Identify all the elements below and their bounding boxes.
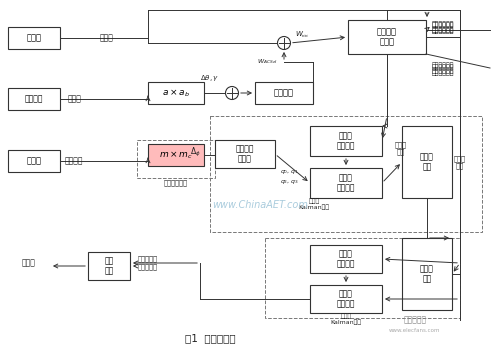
Text: $\Delta  \theta, \gamma$: $\Delta \theta, \gamma$ [200, 73, 219, 83]
Text: 加速度: 加速度 [68, 94, 82, 103]
Text: 校正后角速度
得到的四元数: 校正后角速度 得到的四元数 [432, 22, 454, 34]
Bar [310, 285, 382, 313]
Bar [88, 252, 130, 280]
Bar [310, 245, 382, 273]
Text: 磁强计: 磁强计 [26, 156, 42, 165]
Text: 第二次
状态更新: 第二次 状态更新 [337, 249, 355, 269]
Text: www.elecfans.com: www.elecfans.com [389, 328, 441, 333]
Bar [265, 238, 460, 318]
Text: 第一次
优化: 第一次 优化 [420, 152, 434, 172]
Bar [148, 82, 204, 104]
Text: 第二次
量测更新: 第二次 量测更新 [337, 289, 355, 309]
Text: $q_0, q_1$
$q_2, q_3$: $q_0, q_1$ $q_2, q_3$ [280, 169, 298, 185]
Text: 第二次
Kalman滤波: 第二次 Kalman滤波 [330, 313, 362, 325]
Text: $W_{校正}$: $W_{校正}$ [295, 29, 309, 39]
Circle shape [226, 86, 238, 100]
Text: 四阶龙格
库塔法: 四阶龙格 库塔法 [377, 27, 397, 47]
Circle shape [278, 36, 290, 49]
Bar [215, 140, 275, 168]
Bar [255, 82, 313, 104]
Bar [402, 126, 452, 198]
Text: 比例积分: 比例积分 [274, 89, 294, 98]
Bar [310, 126, 382, 156]
Text: www.ChinaAET.com: www.ChinaAET.com [212, 200, 308, 210]
Text: 变态角: 变态角 [21, 258, 35, 267]
Text: 第一次
Kalman滤波: 第一次 Kalman滤波 [298, 198, 330, 210]
Text: 第一次
量测更新: 第一次 量测更新 [337, 173, 355, 193]
Text: 第二次
优化: 第二次 优化 [420, 264, 434, 284]
Text: 未校正角速度
得到的四元数: 未校正角速度 得到的四元数 [432, 62, 454, 74]
Text: 陀螺仪: 陀螺仪 [26, 34, 42, 43]
Bar [137, 140, 215, 178]
Text: 四元数
完成: 四元数 完成 [454, 155, 466, 169]
Text: $m\times m_c$: $m\times m_c$ [159, 149, 193, 161]
Text: 加速度计: 加速度计 [25, 94, 44, 103]
Bar [8, 88, 60, 110]
Text: 磁场强度: 磁场强度 [65, 156, 84, 165]
Bar [8, 150, 60, 172]
Text: 姿态
矩阵: 姿态 矩阵 [104, 256, 114, 276]
Text: 高斯牛顿
迭代法: 高斯牛顿 迭代法 [236, 144, 255, 164]
Text: 未校正角速度
得到的四元数: 未校正角速度 得到的四元数 [432, 64, 454, 76]
Bar [402, 238, 452, 310]
Text: 第一次
状态更新: 第一次 状态更新 [337, 131, 355, 151]
Text: 图1  总体设计图: 图1 总体设计图 [184, 333, 236, 343]
Text: 校正后角速度
得到的四元数: 校正后角速度 得到的四元数 [432, 21, 454, 33]
Text: $\Delta_\phi$: $\Delta_\phi$ [190, 145, 200, 158]
Text: $W_{ACSel}$: $W_{ACSel}$ [257, 57, 278, 66]
Text: 三轴滤波算法: 三轴滤波算法 [164, 180, 188, 186]
Text: 角速度: 角速度 [100, 34, 114, 43]
Bar [148, 144, 204, 166]
Bar [310, 168, 382, 198]
Bar [348, 20, 426, 54]
Text: $a\times a_b$: $a\times a_b$ [162, 87, 190, 99]
Text: 四元数
完成: 四元数 完成 [395, 141, 407, 155]
Text: 电子发烧友: 电子发烧友 [404, 316, 426, 325]
Text: 四元数完成
第二次优化: 四元数完成 第二次优化 [138, 256, 158, 270]
Bar [210, 116, 482, 232]
Bar [8, 27, 60, 49]
